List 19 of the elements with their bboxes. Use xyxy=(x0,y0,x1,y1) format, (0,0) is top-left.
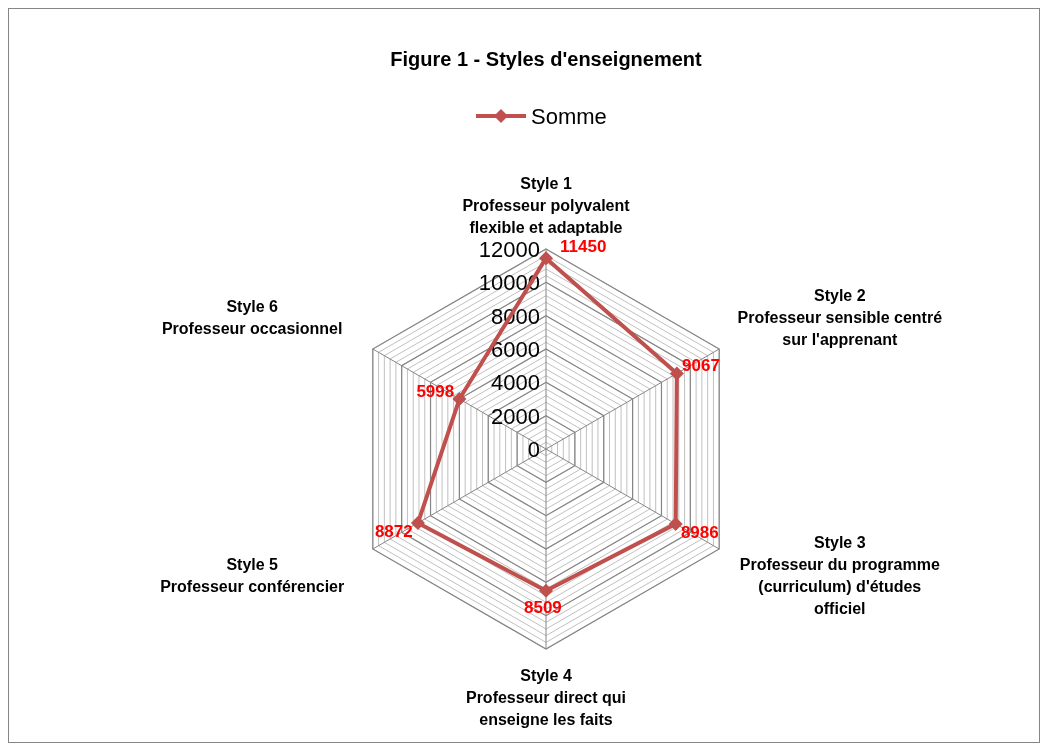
data-label: 8509 xyxy=(524,597,562,617)
legend-label: Somme xyxy=(531,104,607,129)
data-label: 5998 xyxy=(416,382,455,402)
spoke-label: Style 1 Professeur polyvalent flexible et adaptable xyxy=(462,175,631,236)
spoke-label: Style 5 Professeur conférencier xyxy=(160,556,345,595)
spoke-label: Style 3 Professeur du programme (curriculum) d'études officiel xyxy=(739,534,940,617)
data-label: 8872 xyxy=(374,521,413,541)
y-tick-label: 0 xyxy=(527,437,540,462)
chart-title: Figure 1 - Styles d'enseignement xyxy=(390,48,703,70)
y-tick-label: 4000 xyxy=(491,370,540,396)
spoke-label: Style 6 Professeur occasionnel xyxy=(161,298,343,337)
data-label: 9067 xyxy=(682,356,720,376)
data-label: 8986 xyxy=(680,522,719,542)
y-tick-label: 12000 xyxy=(478,237,540,262)
spoke-label: Style 4 Professeur direct qui enseigne les faits xyxy=(465,667,627,728)
y-tick-label: 6000 xyxy=(491,337,540,362)
y-tick-label: 2000 xyxy=(491,403,540,429)
spoke-label: Style 2 Professeur sensible centré sur l'apprenant xyxy=(737,287,943,348)
data-label: 11450 xyxy=(560,237,607,257)
